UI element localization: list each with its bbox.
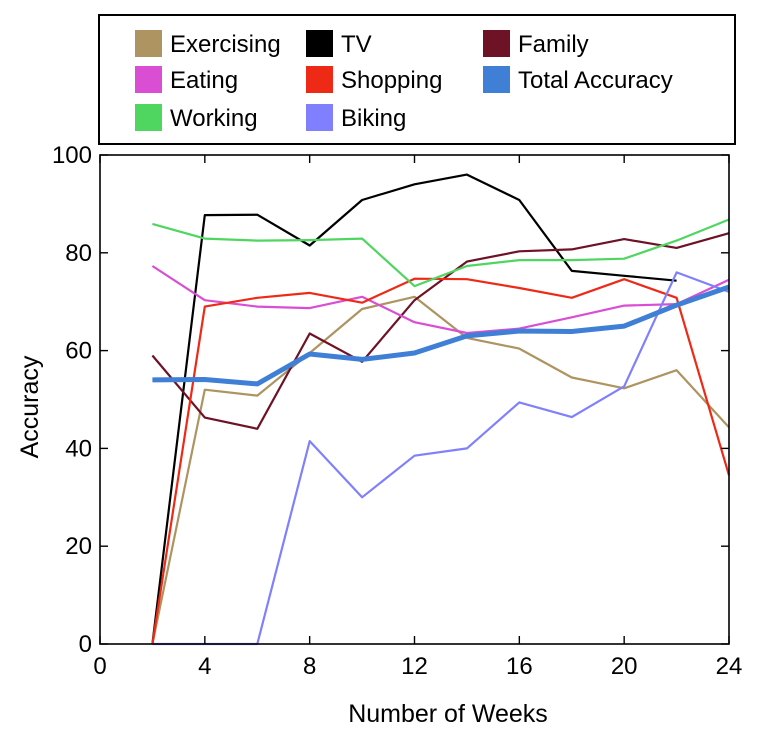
legend-label-shopping: Shopping	[341, 67, 442, 94]
legend-label-family: Family	[518, 31, 589, 58]
x-tick-label: 24	[716, 653, 743, 680]
legend-swatch-working	[135, 104, 162, 131]
legend-label-biking: Biking	[341, 105, 406, 132]
y-axis-label: Accuracy	[16, 355, 44, 458]
series-line-working	[152, 218, 730, 288]
x-tick-label: 20	[611, 653, 638, 680]
y-tick-label: 80	[65, 240, 92, 267]
legend-item-eating: Eating	[135, 66, 238, 94]
legend-swatch-biking	[306, 104, 333, 131]
legend-item-shopping: Shopping	[306, 66, 442, 94]
series-line-eating	[151, 265, 730, 335]
series-line-tv	[151, 173, 677, 645]
legend: Exercising TV Family Eating Shopping Total Ac…	[135, 30, 673, 132]
legend-item-exercising: Exercising	[135, 30, 281, 58]
series-line-shopping	[151, 277, 731, 645]
y-tick-label: 100	[52, 142, 92, 169]
plot-area	[100, 155, 729, 644]
legend-swatch-family	[483, 30, 510, 57]
series-layer	[151, 173, 731, 646]
legend-swatch-exercising	[135, 30, 162, 57]
legend-label-tv: TV	[341, 31, 372, 58]
series-line-exercising	[151, 295, 730, 645]
x-tick-label: 4	[198, 653, 211, 680]
x-tick-label: 12	[401, 653, 428, 680]
y-tick-label: 20	[65, 533, 92, 560]
legend-swatch-shopping	[306, 66, 333, 93]
x-axis-label: Number of Weeks	[348, 700, 548, 728]
legend-label-exercising: Exercising	[170, 31, 281, 58]
legend-label-total-accuracy: Total Accuracy	[518, 67, 673, 94]
x-tick-label: 0	[93, 653, 106, 680]
legend-box	[98, 14, 736, 145]
y-tick-label: 40	[65, 435, 92, 462]
legend-item-tv: TV	[306, 30, 372, 58]
legend-item-family: Family	[483, 30, 589, 58]
ticks-layer: 0 4 8 12 16 20 24 0 20 40 60 80 100	[52, 142, 742, 680]
y-tick-label: 60	[65, 338, 92, 365]
x-tick-label: 8	[303, 653, 316, 680]
series-line-family	[151, 232, 730, 430]
legend-item-total-accuracy: Total Accuracy	[483, 66, 673, 94]
legend-swatch-total-accuracy	[483, 66, 510, 93]
legend-label-working: Working	[170, 105, 258, 132]
legend-item-biking: Biking	[306, 104, 406, 132]
series-line-total-accuracy	[152, 284, 730, 387]
x-tick-label: 16	[506, 653, 533, 680]
legend-swatch-tv	[306, 30, 333, 57]
y-tick-label: 0	[79, 631, 92, 658]
legend-item-working: Working	[135, 104, 258, 132]
legend-swatch-eating	[135, 66, 162, 93]
legend-label-eating: Eating	[170, 67, 238, 94]
